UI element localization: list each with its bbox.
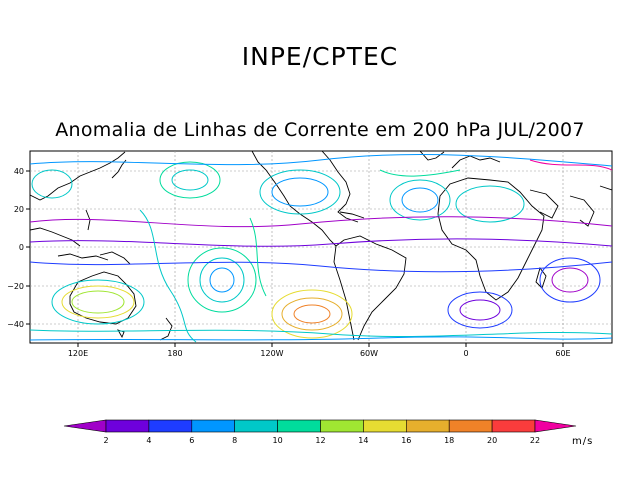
india-coast xyxy=(569,195,595,227)
streamline xyxy=(539,257,601,303)
colorbar-segment xyxy=(448,419,493,433)
europe-coast xyxy=(451,155,501,169)
colorbar-label: 14 xyxy=(358,436,368,445)
streamline xyxy=(30,261,612,273)
philippines-coast xyxy=(85,209,91,231)
streamline xyxy=(455,185,525,223)
colorbar-label: 8 xyxy=(232,436,237,445)
north-america-west-coast xyxy=(251,151,337,247)
streamline xyxy=(30,216,612,228)
streamline xyxy=(71,290,125,314)
streamline xyxy=(31,169,73,199)
streamline xyxy=(30,336,612,341)
colorbar: 2 4 6 8 10 12 14 16 18 20 22 xyxy=(63,419,577,445)
south-america-east-coast xyxy=(335,235,407,341)
streamline xyxy=(139,209,197,343)
colorbar-segment xyxy=(191,419,236,433)
streamline xyxy=(30,329,612,338)
colorbar-segment xyxy=(234,419,278,433)
colorbar-segment xyxy=(320,419,364,433)
streamline xyxy=(30,153,612,167)
streamline xyxy=(447,291,513,329)
colorbar-label: 18 xyxy=(444,436,454,445)
lon-label: 180 xyxy=(167,349,182,358)
streamline xyxy=(61,285,135,319)
lat-label: 0 xyxy=(19,243,24,252)
south-america-west-coast xyxy=(333,245,355,341)
streamline xyxy=(30,238,612,247)
asia-south-coast xyxy=(599,185,612,191)
colorbar-arrow-high xyxy=(534,419,577,433)
streamline xyxy=(171,169,209,191)
map-title: Anomalia de Linhas de Corrente em 200 hP… xyxy=(55,119,585,141)
streamline xyxy=(249,217,267,297)
streamline xyxy=(529,159,612,171)
australia-coast xyxy=(69,271,137,325)
colorbar-label: 10 xyxy=(273,436,283,445)
colorbar-segment xyxy=(148,419,193,433)
frame-ticks xyxy=(26,170,564,347)
streamline xyxy=(459,299,501,321)
colorbar-segment xyxy=(363,419,407,433)
colorbar-label: 2 xyxy=(103,436,108,445)
streamline xyxy=(271,177,329,207)
arabia-coast xyxy=(529,189,559,219)
north-america-east-coast xyxy=(321,151,359,223)
streamline xyxy=(389,179,451,221)
lon-label: 60E xyxy=(555,349,570,358)
colorbar-units: m/s xyxy=(572,436,594,447)
lat-label: 20 xyxy=(14,205,24,214)
streamline xyxy=(259,169,341,215)
streamline xyxy=(209,267,235,293)
colorbar-label: 16 xyxy=(401,436,411,445)
lat-label: 40 xyxy=(14,167,24,176)
colorbar-label: 6 xyxy=(189,436,194,445)
colorbar-label: 22 xyxy=(530,436,540,445)
streamline xyxy=(281,297,343,331)
lon-label: 120W xyxy=(260,349,283,358)
streamline xyxy=(199,257,245,303)
colorbar-label: 4 xyxy=(146,436,151,445)
streamline xyxy=(159,161,221,199)
streamline xyxy=(293,304,331,324)
colorbar-arrow-low xyxy=(63,419,107,433)
caribbean-islands xyxy=(339,211,365,219)
map-frame xyxy=(29,150,613,344)
colorbar-segment xyxy=(277,419,321,433)
colorbar-segment xyxy=(405,419,450,433)
graticule xyxy=(30,151,612,343)
colorbar-label: 20 xyxy=(487,436,497,445)
lat-label: −20 xyxy=(7,282,24,291)
streamline xyxy=(401,187,439,213)
streamline xyxy=(271,289,353,339)
lon-label: 0 xyxy=(463,349,468,358)
lat-label: −40 xyxy=(7,320,24,329)
africa-coast xyxy=(437,177,545,301)
streamline xyxy=(51,279,145,325)
indonesia-islands xyxy=(57,253,109,261)
new-guinea-coast xyxy=(99,251,131,265)
lon-label: 60W xyxy=(360,349,378,358)
colorbar-segment xyxy=(105,419,150,433)
streamline xyxy=(187,247,257,313)
streamlines xyxy=(30,153,612,343)
org-title: INPE/CPTEC xyxy=(241,42,399,71)
colorbar-segment xyxy=(491,419,536,433)
streamline xyxy=(379,169,461,177)
streamline xyxy=(551,267,589,293)
lon-label: 120E xyxy=(68,349,88,358)
colorbar-label: 12 xyxy=(315,436,325,445)
